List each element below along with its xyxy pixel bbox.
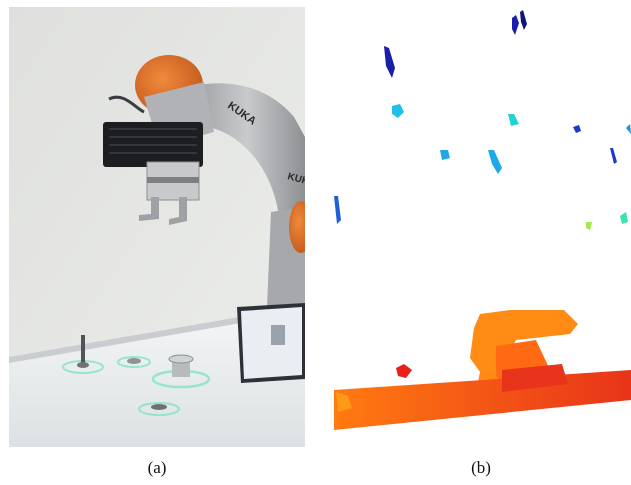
caption-a: (a) <box>147 458 167 477</box>
table-objects <box>62 335 211 416</box>
gripper-finger-right <box>169 197 187 225</box>
mid-points <box>392 104 628 230</box>
near-points <box>334 310 631 430</box>
depth-image <box>326 0 631 448</box>
depth-point-cloud <box>326 0 631 448</box>
arm-upper <box>189 83 305 222</box>
robot-scene-image: KUKA KUKA <box>9 7 305 447</box>
far-points <box>334 10 631 224</box>
table <box>9 307 305 447</box>
robot-photo: KUKA KUKA <box>9 7 305 447</box>
gripper-finger-left <box>139 197 159 221</box>
caption-b: (b) <box>471 458 491 477</box>
arm-base-orange-joint <box>289 201 305 253</box>
